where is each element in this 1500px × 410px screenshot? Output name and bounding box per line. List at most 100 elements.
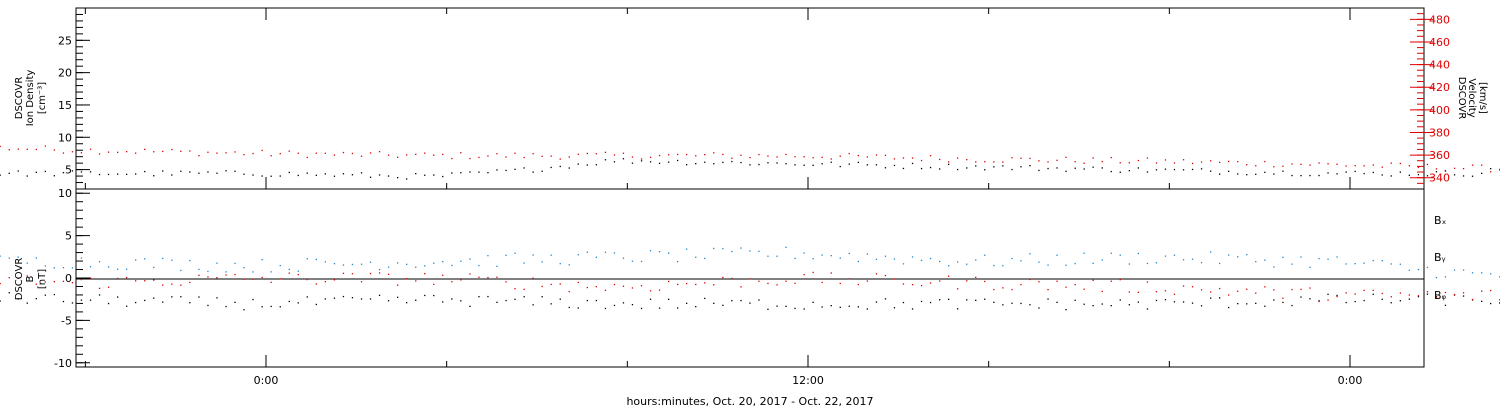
bz-point [857,283,859,286]
bz-point [1490,289,1492,292]
velocity-point [1345,165,1347,167]
density-point [1119,171,1121,173]
bx-series [0,292,1500,311]
bx-point [722,304,724,306]
bx-point [920,300,923,303]
bx-point [333,297,336,299]
velocity-point [442,153,444,156]
bz-point [884,274,887,277]
velocity-point [767,155,769,157]
bz-point [1354,293,1356,295]
density-point [1029,165,1031,167]
bz-point [107,286,110,288]
bx-point [1002,304,1004,306]
bx-point [252,298,254,301]
density-point [89,171,92,173]
bx-point [975,299,977,301]
bz-point [939,280,941,282]
bx-point [234,301,236,303]
bz-point [1363,289,1365,291]
bz-point [1200,289,1203,291]
density-point [26,175,28,177]
bz-point [695,283,697,286]
density-point [369,176,372,178]
bx-point [1200,305,1203,307]
density-point [1228,170,1230,172]
bx-point [342,295,345,298]
by-point [360,263,363,265]
x-tick-label-0: 0:00 [254,374,279,387]
bx-point [44,294,46,296]
velocity-point [496,153,498,155]
bx-point [740,299,742,302]
by-point [17,256,19,258]
density-point [406,178,408,180]
velocity-point [1246,164,1248,166]
bx-point [1020,302,1022,305]
density-point [442,175,444,178]
bz-point [794,282,796,284]
top-right-ylabel-line2: Velocity [1466,78,1477,117]
velocity-point [1490,171,1492,173]
velocity-point [713,152,715,154]
density-series [0,158,1500,180]
bz-point [514,288,516,290]
density-point [523,167,525,169]
density-point [469,171,471,173]
top-right-ylabel: DSCOVR Velocity [km/s] [1456,77,1488,120]
velocity-point [920,159,923,162]
velocity-point [1128,162,1130,164]
by-point [1399,263,1401,265]
bx-point [839,306,841,308]
density-point [80,171,83,173]
bx-point [1264,305,1266,307]
velocity-point [1083,162,1085,164]
velocity-point [180,150,182,152]
bz-point [1137,291,1139,293]
by-point [315,258,317,261]
legend-bx: Bₓ [1434,214,1447,227]
bottom-left-ylabel-line3: [nT] [37,269,48,289]
velocity-point [704,154,706,156]
density-point [1146,171,1149,173]
velocity-point [839,155,841,157]
velocity-point [957,157,959,159]
density-point [559,165,561,168]
bx-point [794,307,796,310]
bx-point [1128,304,1130,306]
by-point [1002,265,1004,267]
velocity-point [1011,157,1013,159]
density-point [117,173,119,175]
bx-point [1363,299,1365,302]
bz-point [875,273,878,275]
velocity-point [1092,157,1094,159]
by-point [71,267,74,269]
bx-point [126,305,128,307]
bx-point [135,301,137,304]
density-point [44,170,46,173]
velocity-point [631,156,634,158]
bz-point [469,273,471,275]
density-point [1020,166,1022,168]
bx-point [1182,301,1185,303]
density-point [1246,174,1248,176]
by-point [1219,262,1221,265]
bx-point [288,300,290,303]
velocity-point [1471,164,1474,166]
density-point [830,161,832,163]
bx-point [830,305,832,307]
density-point [1155,169,1158,171]
bz-point [180,284,182,286]
density-point [722,161,724,164]
by-point [929,257,932,260]
by-point [1047,264,1049,266]
bx-point [713,302,715,304]
top-panel-frame [75,7,1425,190]
velocity-point [604,151,607,153]
bx-point [821,306,823,308]
by-point [1119,254,1121,256]
velocity-point [1300,163,1302,165]
by-point [415,266,417,268]
bz-point [1155,291,1158,293]
